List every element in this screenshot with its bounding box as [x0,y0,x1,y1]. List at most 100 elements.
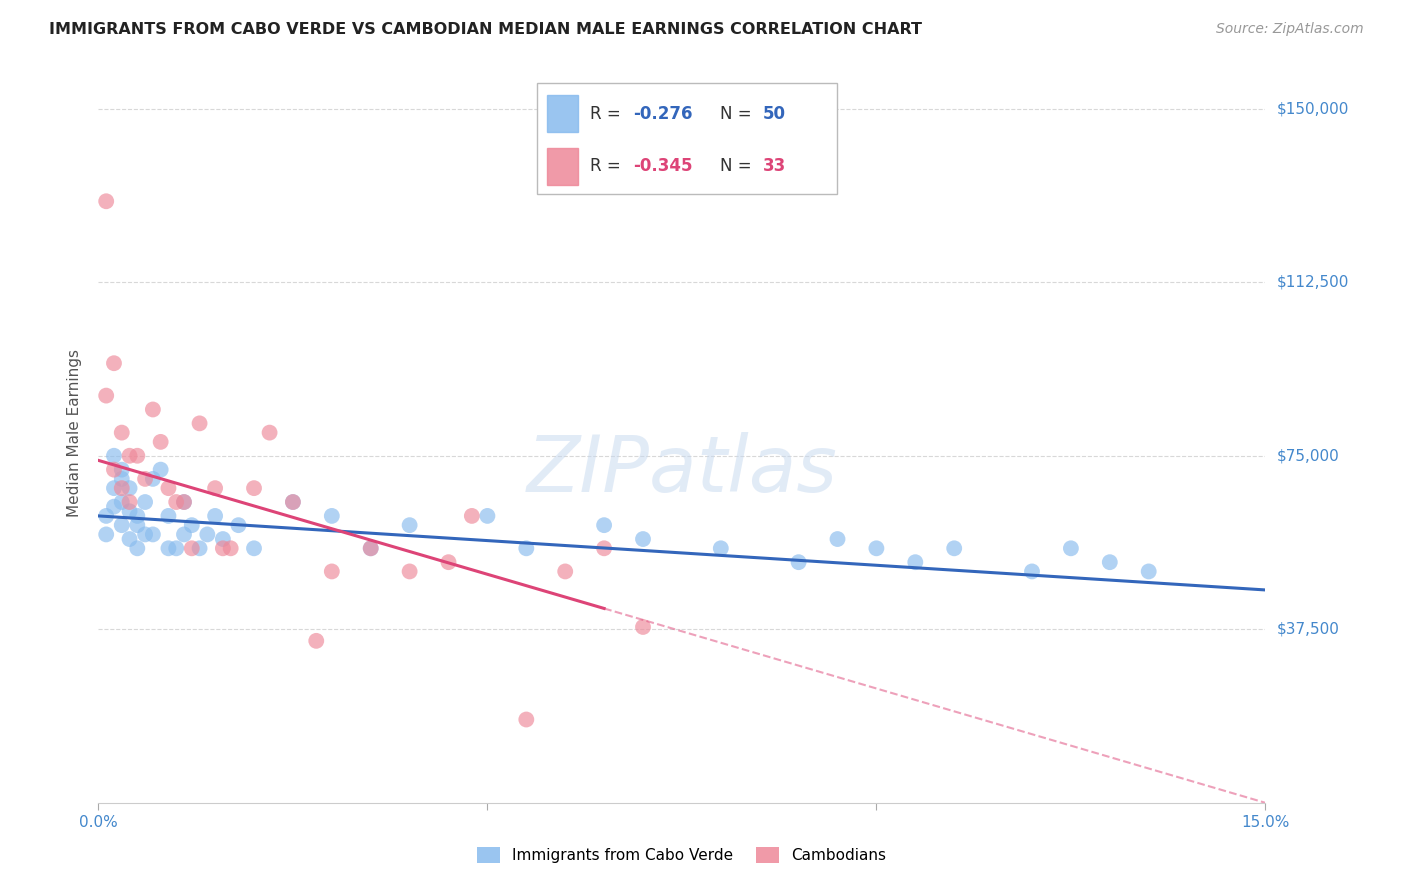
Point [204,481,226,495]
Point [515,541,537,556]
Point [118,449,141,463]
Text: N =: N = [720,157,756,175]
Point [149,462,172,476]
Point [943,541,966,556]
Point [96,508,118,523]
Text: 33: 33 [763,157,786,175]
Point [149,434,172,449]
Text: R =: R = [591,157,626,175]
Point [103,500,125,514]
Point [204,508,226,523]
Point [134,472,156,486]
Text: -0.276: -0.276 [633,105,693,123]
Point [111,518,134,533]
Text: $112,500: $112,500 [1277,275,1348,290]
Text: 50: 50 [763,105,786,123]
Text: ZIPatlas: ZIPatlas [526,432,838,508]
Bar [547,147,578,185]
Point [1021,565,1043,579]
Legend: Immigrants from Cabo Verde, Cambodians: Immigrants from Cabo Verde, Cambodians [471,841,893,869]
Text: $150,000: $150,000 [1277,101,1348,116]
Point [134,495,156,509]
Point [142,402,165,417]
Point [173,495,195,509]
Point [1060,541,1083,556]
Point [103,481,125,495]
Point [593,541,616,556]
Point [787,555,810,569]
Point [118,504,141,518]
Text: R =: R = [591,105,626,123]
Point [127,449,149,463]
Point [111,425,134,440]
Point [631,532,654,546]
Point [118,495,141,509]
Point [321,508,343,523]
Point [554,565,576,579]
Point [142,527,165,541]
Point [127,518,149,533]
Point [165,495,187,509]
Point [360,541,382,556]
Point [865,541,887,556]
Point [111,472,134,486]
Point [228,518,250,533]
Point [398,565,420,579]
Point [173,527,195,541]
Point [593,518,616,533]
Point [134,527,156,541]
Point [157,481,180,495]
Point [212,532,235,546]
Point [96,194,118,209]
Point [118,481,141,495]
Point [212,541,235,556]
Point [243,481,266,495]
Point [118,532,141,546]
Text: N =: N = [720,105,756,123]
Point [1098,555,1121,569]
Point [157,508,180,523]
Point [515,713,537,727]
Point [477,508,499,523]
Point [111,462,134,476]
Point [281,495,304,509]
Bar [547,95,578,132]
Point [180,541,202,556]
Point [305,633,328,648]
Point [631,620,654,634]
Point [188,417,211,431]
Point [165,541,187,556]
Point [710,541,733,556]
Point [321,565,343,579]
Text: $75,000: $75,000 [1277,449,1340,463]
Point [1137,565,1160,579]
Point [103,462,125,476]
Point [461,508,484,523]
Point [219,541,242,556]
Point [827,532,849,546]
Text: $37,500: $37,500 [1277,622,1340,637]
Point [157,541,180,556]
Point [103,356,125,370]
Point [96,527,118,541]
Point [127,541,149,556]
Point [360,541,382,556]
Text: Source: ZipAtlas.com: Source: ZipAtlas.com [1216,22,1364,37]
Point [398,518,420,533]
Y-axis label: Median Male Earnings: Median Male Earnings [67,349,83,516]
Point [904,555,927,569]
Text: IMMIGRANTS FROM CABO VERDE VS CAMBODIAN MEDIAN MALE EARNINGS CORRELATION CHART: IMMIGRANTS FROM CABO VERDE VS CAMBODIAN … [49,22,922,37]
Point [259,425,281,440]
Point [111,495,134,509]
Point [173,495,195,509]
Point [180,518,202,533]
Point [96,388,118,402]
Point [281,495,304,509]
Point [111,481,134,495]
Point [437,555,460,569]
FancyBboxPatch shape [537,83,838,194]
Point [142,472,165,486]
Point [127,508,149,523]
Point [103,449,125,463]
Point [195,527,218,541]
